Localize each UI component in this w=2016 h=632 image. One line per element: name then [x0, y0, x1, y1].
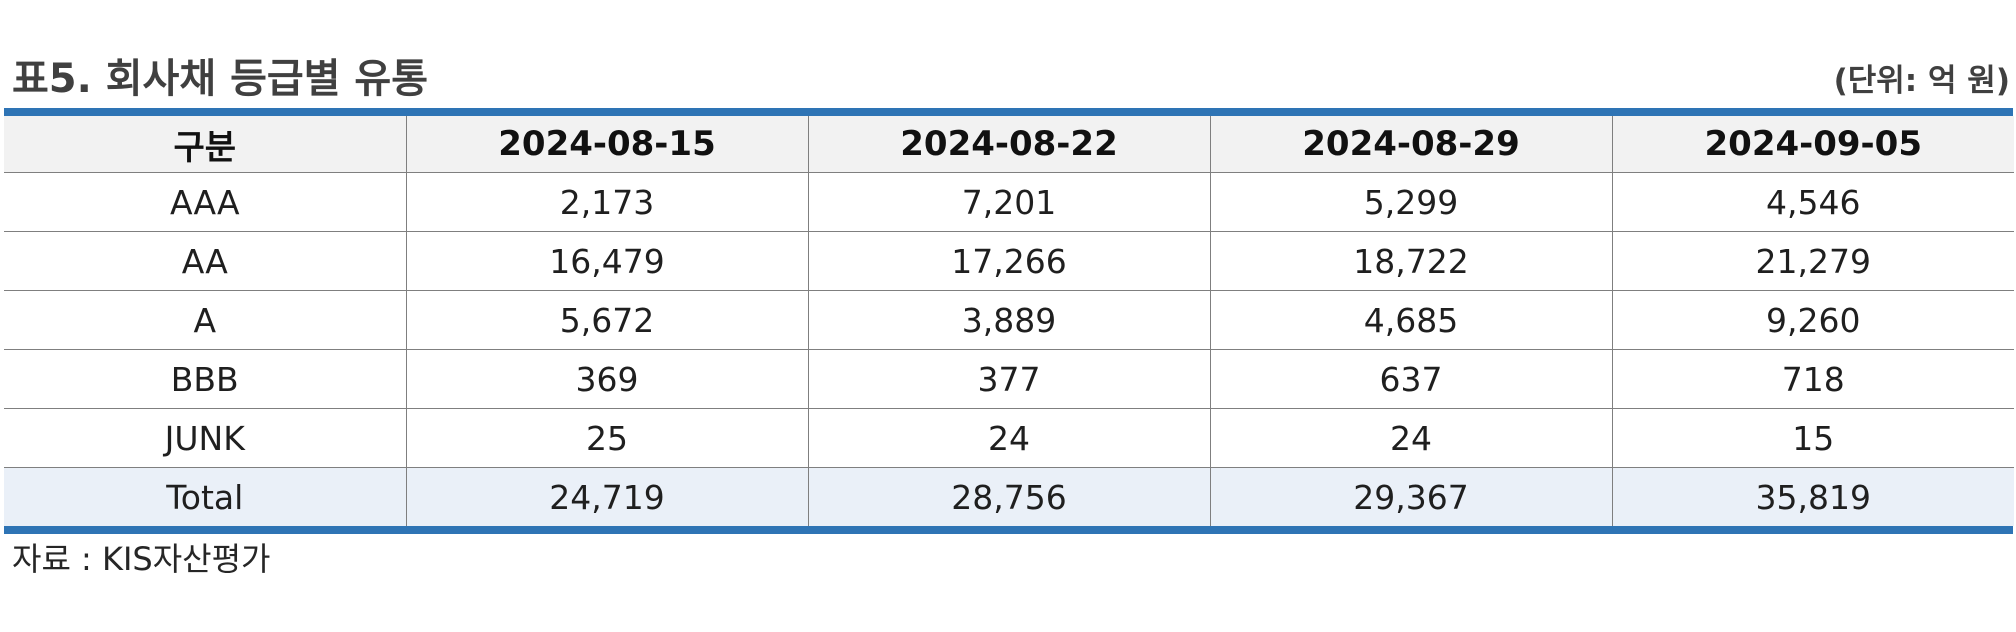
table-cell: 24: [807, 408, 1210, 468]
total-cell: 28,756: [807, 467, 1210, 526]
table-cell: 2,173: [405, 172, 808, 232]
row-label: BBB: [4, 349, 406, 409]
header-date: 2024-08-22: [807, 116, 1210, 173]
total-cell: 35,819: [1611, 467, 2014, 526]
table-cell: 4,546: [1611, 172, 2014, 232]
table-cell: 18,722: [1209, 231, 1612, 291]
row-label: Total: [4, 467, 406, 526]
table-cell: 24: [1209, 408, 1612, 468]
total-cell: 24,719: [405, 467, 808, 526]
table-container: 구분 2024-08-15 2024-08-22 2024-08-29 2024…: [4, 108, 2014, 534]
table-row: JUNK 25 24 24 15: [4, 408, 2014, 468]
table-cell: 9,260: [1611, 290, 2014, 350]
header-date: 2024-08-15: [405, 116, 808, 173]
header-category: 구분: [4, 116, 406, 173]
table-cell: 4,685: [1209, 290, 1612, 350]
table-row: AA 16,479 17,266 18,722 21,279: [4, 231, 2014, 291]
bond-rating-table: 구분 2024-08-15 2024-08-22 2024-08-29 2024…: [4, 116, 2014, 526]
table-cell: 16,479: [405, 231, 808, 291]
table-row: A 5,672 3,889 4,685 9,260: [4, 290, 2014, 350]
row-label: JUNK: [4, 408, 406, 468]
table-cell: 5,299: [1209, 172, 1612, 232]
table-row: BBB 369 377 637 718: [4, 349, 2014, 409]
header-date: 2024-09-05: [1611, 116, 2014, 173]
table-cell: 5,672: [405, 290, 808, 350]
total-row: Total 24,719 28,756 29,367 35,819: [4, 467, 2014, 526]
table-cell: 3,889: [807, 290, 1210, 350]
table-row: AAA 2,173 7,201 5,299 4,546: [4, 172, 2014, 232]
table-cell: 637: [1209, 349, 1612, 409]
header-row: 구분 2024-08-15 2024-08-22 2024-08-29 2024…: [4, 116, 2014, 173]
source-note: 자료 : KIS자산평가: [12, 540, 271, 578]
total-cell: 29,367: [1209, 467, 1612, 526]
table-cell: 21,279: [1611, 231, 2014, 291]
table-cell: 369: [405, 349, 808, 409]
table-title: 표5. 회사채 등급별 유통: [12, 56, 429, 102]
table-cell: 7,201: [807, 172, 1210, 232]
table-cell: 377: [807, 349, 1210, 409]
table-cell: 17,266: [807, 231, 1210, 291]
table-cell: 718: [1611, 349, 2014, 409]
row-label: AA: [4, 231, 406, 291]
header-date: 2024-08-29: [1209, 116, 1612, 173]
table-cell: 25: [405, 408, 808, 468]
table-cell: 15: [1611, 408, 2014, 468]
title-row: 표5. 회사채 등급별 유통 (단위: 억 원): [12, 48, 2010, 108]
row-label: AAA: [4, 172, 406, 232]
row-label: A: [4, 290, 406, 350]
unit-label: (단위: 억 원): [1833, 63, 2010, 99]
